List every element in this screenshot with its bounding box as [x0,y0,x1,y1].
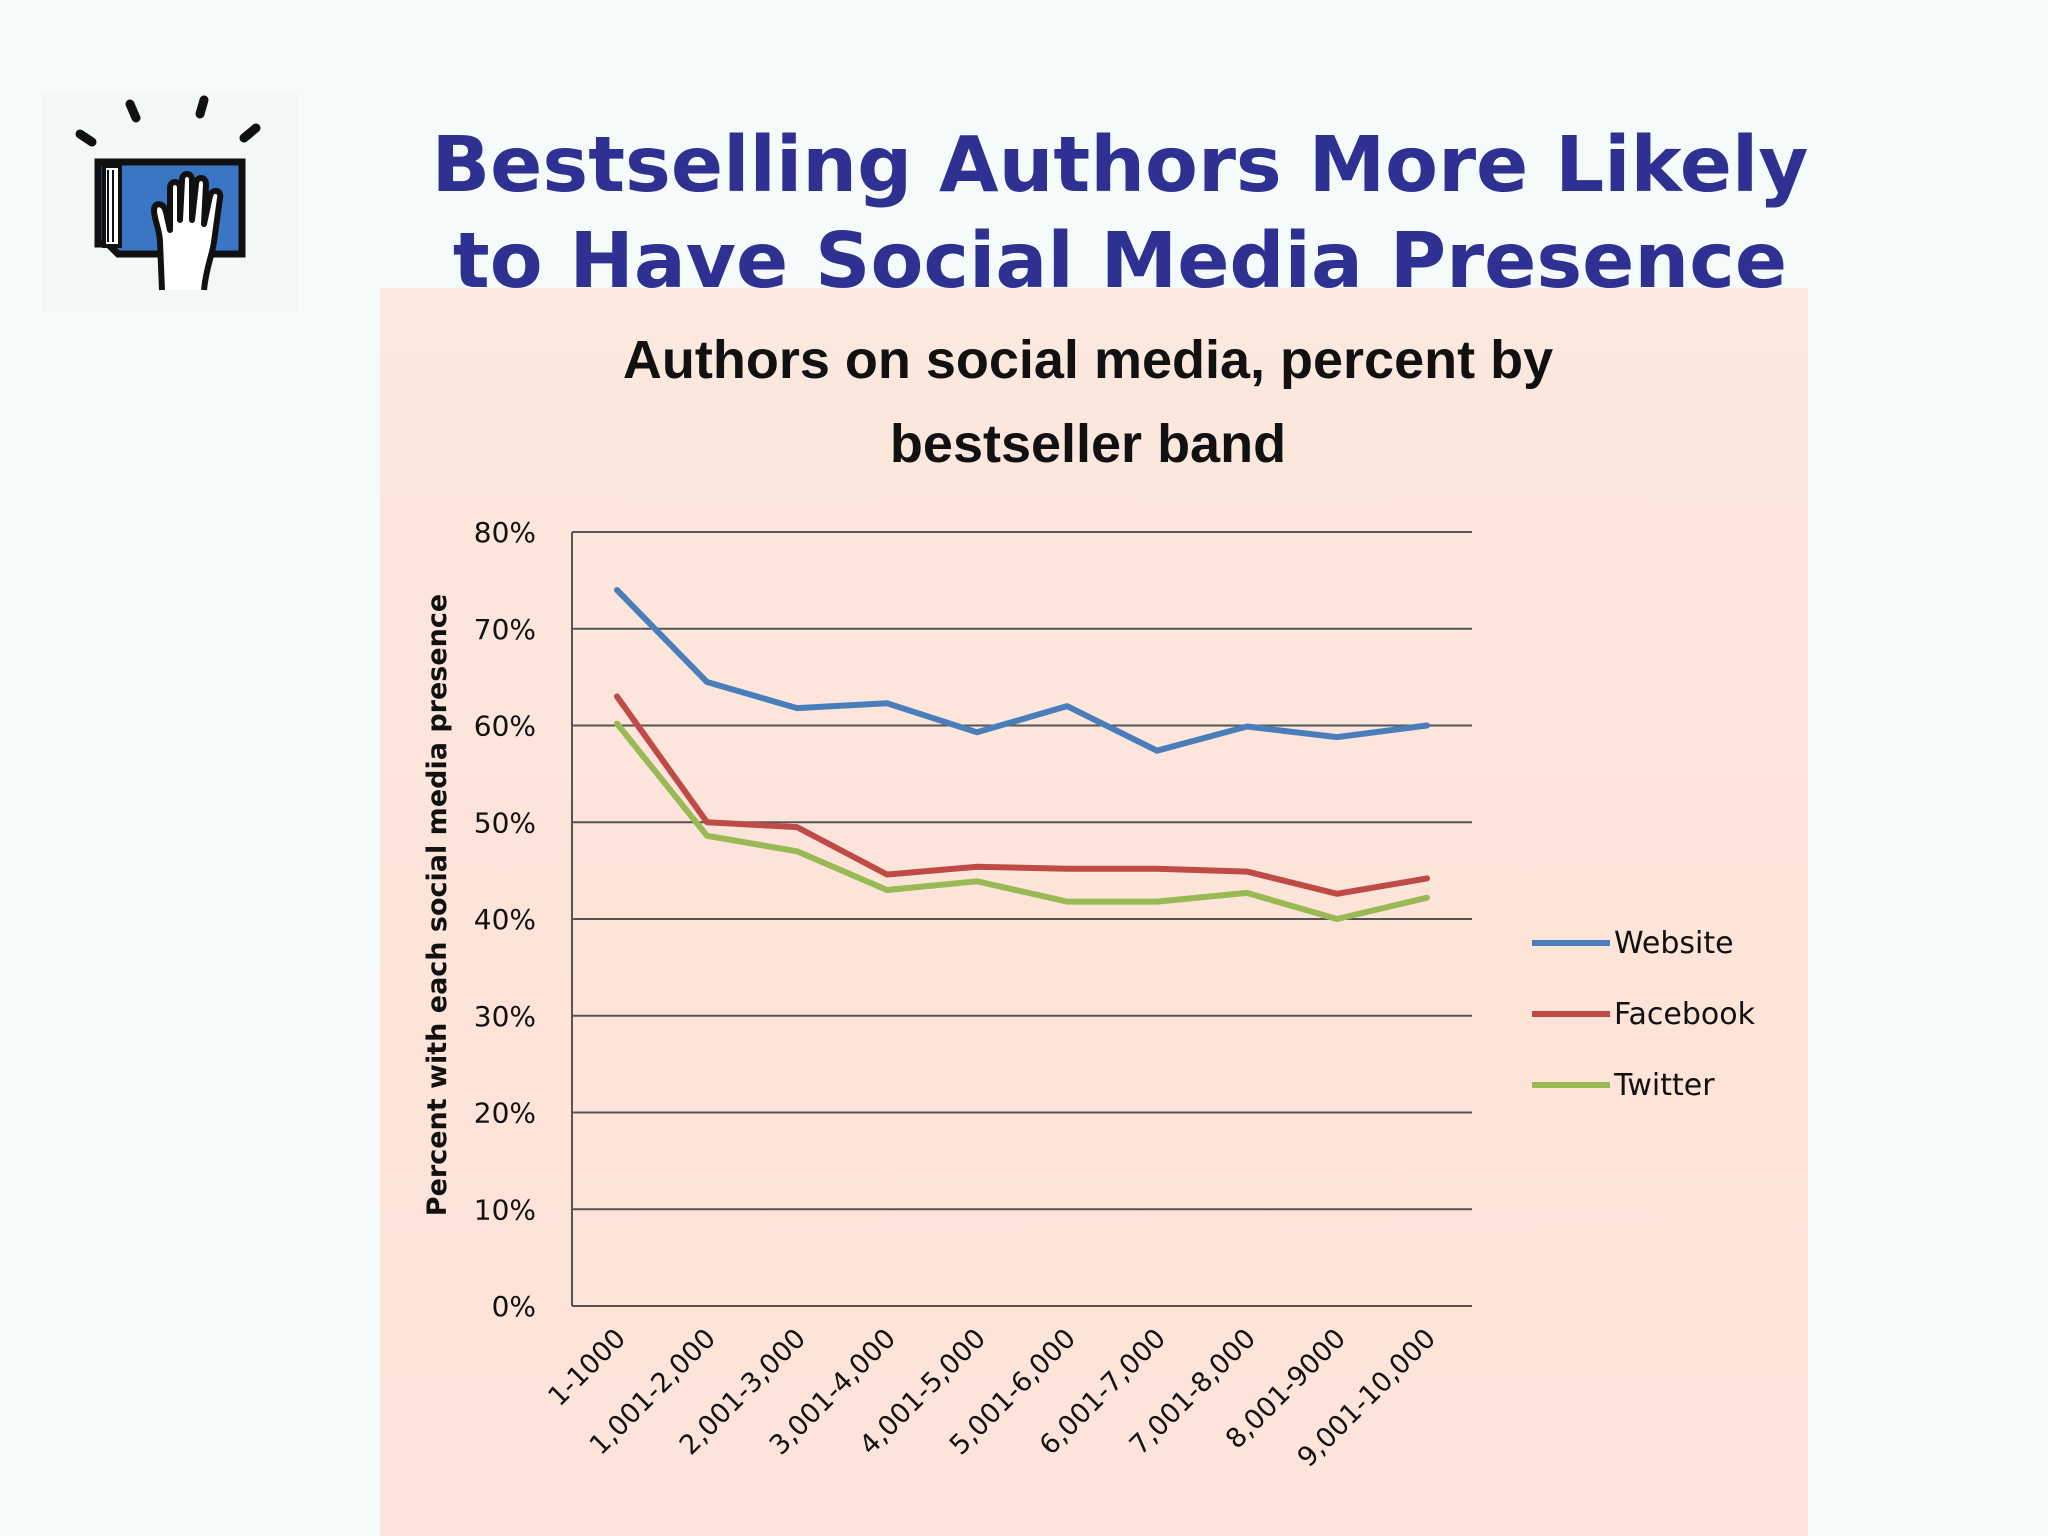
legend-label-twitter: Twitter [1613,1068,1715,1103]
series-lines [614,587,1430,922]
y-tick-label: 50% [474,806,536,839]
slide-title: Bestselling Authors More Likely to Have … [340,118,1900,288]
y-tick-label: 20% [474,1097,536,1130]
legend: Website Facebook Twitter [1532,926,1756,1103]
series-line-twitter [614,720,1430,922]
y-tick-label: 60% [474,710,536,743]
y-tick-label: 70% [474,613,536,646]
y-tick-label: 40% [474,903,536,936]
y-tick-label: 30% [474,1000,536,1033]
legend-label-facebook: Facebook [1614,997,1756,1032]
chart-panel: 0% 10% 20% 30% 40% 50% 60% 70% 80% 1-1000 1,001-2,… [380,288,1808,1536]
y-tick-label: 80% [474,516,536,549]
y-axis-label: Percent with each social media presence [422,594,453,1216]
x-tick-label: 1-1000 [542,1323,632,1413]
legend-label-website: Website [1614,926,1734,961]
chart-text: Authors on social media, percent by best… [422,330,1553,1216]
y-tick-label: 10% [474,1193,536,1226]
axes: 0%10%20%30%40%50%60%70%80%1-10001,001-2,… [474,516,1442,1473]
series-line-facebook [614,693,1430,897]
y-tick-label: 0% [492,1290,536,1323]
series-line-website [614,587,1430,754]
slide-title-line-2: to Have Social Media Presence [452,217,1788,288]
slide-title-line-1: Bestselling Authors More Likely [431,121,1809,210]
chart-title-line-2: bestseller band [890,414,1286,474]
line-chart: 0%10%20%30%40%50%60%70%80%1-10001,001-2,… [422,330,1756,1473]
book-with-raised-hand-icon [75,95,261,291]
book-logo-icon [42,92,298,312]
chart-title-line-1: Authors on social media, percent by [623,330,1553,390]
